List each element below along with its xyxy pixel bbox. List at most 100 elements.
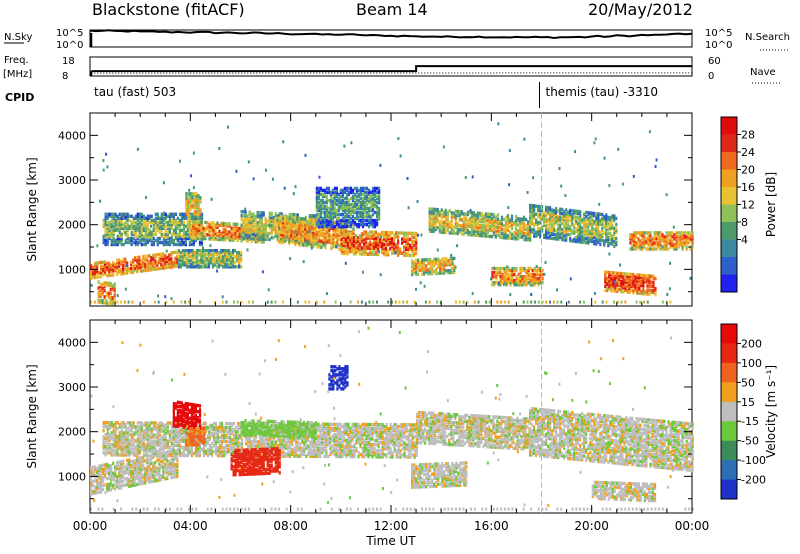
power-cell <box>200 224 203 228</box>
power-cell <box>376 214 379 219</box>
power-cell <box>527 272 530 277</box>
power-cell <box>195 251 199 255</box>
power-cell <box>294 220 297 224</box>
power-cell <box>110 273 113 277</box>
power-cell <box>385 239 388 243</box>
power-cell <box>595 226 598 230</box>
power-cell <box>497 270 500 275</box>
power-scatter-cell <box>593 291 596 295</box>
power-cell <box>383 248 386 253</box>
power-cell <box>234 230 237 235</box>
power-cell <box>371 224 375 229</box>
power-cell <box>442 210 445 214</box>
power-cell <box>108 234 111 239</box>
power-cell <box>333 224 336 229</box>
power-ground-cell <box>165 300 168 304</box>
power-cell <box>533 210 536 214</box>
power-cell <box>605 219 608 223</box>
power-cell <box>486 212 489 216</box>
power-cell <box>224 232 227 236</box>
power-cell <box>591 233 594 238</box>
power-ground-cell <box>488 300 491 304</box>
power-ground-cell <box>669 300 672 304</box>
power-cell <box>630 280 633 285</box>
power-cell <box>549 218 552 222</box>
power-cell <box>439 271 442 275</box>
power-cell <box>523 279 526 283</box>
power-cell <box>266 219 269 223</box>
power-cell <box>144 256 147 261</box>
power-cell <box>144 224 147 229</box>
power-cell <box>108 230 111 235</box>
power-cell <box>296 238 299 243</box>
power-cell <box>216 233 219 237</box>
power-cell <box>312 240 315 244</box>
power-scatter-cell <box>621 182 624 186</box>
power-cell <box>520 233 524 237</box>
power-cell <box>183 263 186 267</box>
power-scatter-cell <box>632 174 635 178</box>
power-cell <box>413 249 416 254</box>
power-cell <box>134 256 137 260</box>
power-cell <box>248 237 251 241</box>
power-cell <box>567 218 570 222</box>
power-cell <box>376 222 379 227</box>
power-cell <box>613 218 616 222</box>
power-cell <box>321 224 324 229</box>
power-cell <box>195 198 198 202</box>
power-cell <box>318 227 321 231</box>
power-cell <box>106 224 109 229</box>
power-cell <box>315 192 318 197</box>
power-cell <box>620 282 623 286</box>
power-cell <box>551 222 554 226</box>
power-cell <box>603 223 606 227</box>
power-cell <box>652 284 655 289</box>
power-cell <box>349 202 353 207</box>
power-cell <box>136 263 139 268</box>
power-cell <box>432 229 435 234</box>
power-cell <box>368 230 372 234</box>
power-cell <box>439 261 442 265</box>
power-cell <box>446 214 449 219</box>
power-cell <box>549 222 552 226</box>
power-scatter-cell <box>560 184 563 188</box>
power-cell <box>679 231 682 235</box>
power-cell <box>200 222 203 226</box>
power-cell <box>282 220 285 225</box>
power-cell <box>195 255 199 259</box>
power-cell <box>246 232 249 236</box>
power-cell <box>372 234 376 238</box>
power-ground-cell <box>613 300 615 304</box>
power-cell <box>356 246 360 250</box>
power-cell <box>365 212 369 217</box>
power-cell <box>176 232 179 237</box>
power-cell <box>486 222 489 226</box>
power-cell <box>232 251 235 255</box>
power-cell <box>224 234 227 238</box>
power-scatter-cell <box>350 141 353 145</box>
power-cell <box>593 242 596 246</box>
power-cell <box>494 235 497 239</box>
power-cell <box>130 270 133 275</box>
power-cell <box>194 226 197 230</box>
power-cell <box>549 226 552 230</box>
power-cell <box>553 212 556 217</box>
power-scatter-cell <box>99 199 102 203</box>
power-scatter-cell <box>672 225 675 229</box>
power-cell <box>288 231 291 236</box>
power-cell <box>320 229 323 233</box>
power-cell <box>164 240 167 245</box>
power-scatter-cell <box>192 151 195 155</box>
power-cell <box>567 210 570 214</box>
power-cell <box>186 222 189 227</box>
power-cell <box>248 232 251 236</box>
power-cell <box>650 280 653 284</box>
power-cell <box>401 251 404 255</box>
power-cell <box>144 236 147 241</box>
power-cell <box>355 212 359 217</box>
power-cell <box>363 196 367 201</box>
power-cell <box>378 200 381 205</box>
power-cell <box>327 188 330 193</box>
power-cell <box>312 226 315 230</box>
power-ground-cell <box>526 300 529 304</box>
